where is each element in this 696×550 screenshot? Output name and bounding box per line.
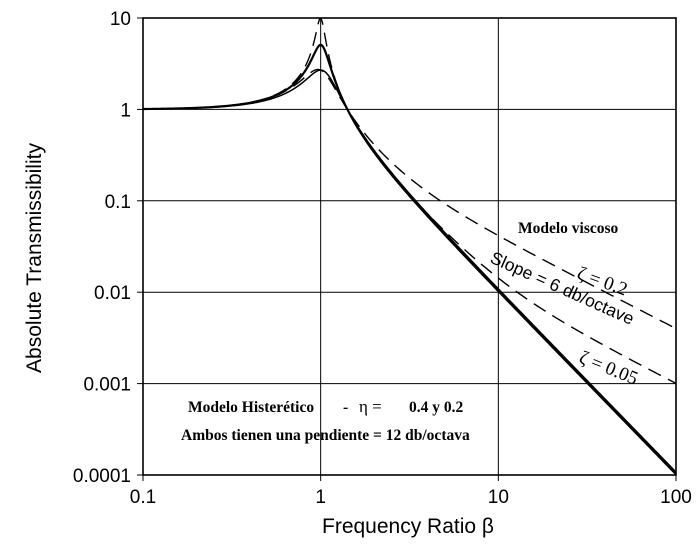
curve-group [142, 17, 677, 475]
plot-frame [142, 17, 677, 476]
y-tick-label: 10 [110, 9, 131, 30]
tick-labels: 0.1 1 10 100 10 1 0.1 0.01 0.001 0.0001 [73, 9, 692, 508]
annotation-hysteretic-dash: - [343, 399, 348, 416]
x-tick-label: 100 [660, 487, 692, 508]
y-tick-label: 0.1 [105, 192, 131, 213]
y-tick-label: 0.001 [83, 375, 131, 396]
annotation-hysteretic-label: Modelo Histerético [188, 399, 314, 416]
x-tick-label: 10 [488, 487, 509, 508]
y-tick-label: 0.0001 [73, 466, 131, 487]
x-tick-label: 0.1 [130, 487, 156, 508]
annotation-hysteretic-slope: Ambos tienen una pendiente = 12 db/octav… [181, 427, 470, 444]
y-axis-label: Absolute Transmissibility [23, 143, 46, 373]
annotation-hysteretic-values: 0.4 y 0.2 [409, 399, 464, 416]
x-axis-label: Frequency Ratio β [322, 515, 494, 538]
annotation-viscous-title: Modelo viscoso [518, 220, 619, 237]
x-tick-label: 1 [315, 487, 326, 508]
curve-viscous-0.05 [142, 17, 677, 385]
y-tick-label: 0.01 [94, 283, 131, 304]
annotation-hysteretic-eta: η = [359, 397, 382, 416]
y-tick-label: 1 [120, 100, 131, 121]
